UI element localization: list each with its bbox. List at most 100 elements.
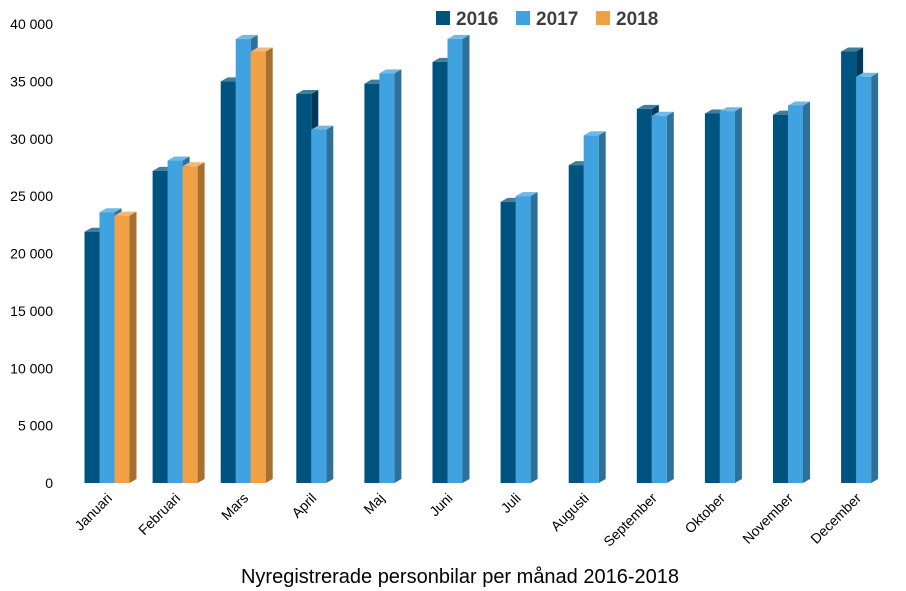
bar-front	[773, 114, 788, 483]
bar-front	[296, 93, 312, 483]
bar-front	[636, 108, 652, 483]
x-tick-label: Juli	[498, 490, 524, 516]
bar-top	[447, 34, 470, 39]
x-axis-title: Nyregistrerade personbilar per månad 201…	[241, 566, 679, 588]
bar-top	[788, 101, 810, 106]
bar-februari-2018	[182, 162, 205, 484]
bar-side	[394, 69, 402, 483]
bar-front	[583, 135, 599, 483]
bar-side	[462, 34, 470, 483]
x-tick-label: Februari	[135, 490, 183, 538]
bar-side	[666, 111, 674, 484]
bar-front	[841, 51, 857, 483]
y-tick-label: 0	[45, 475, 53, 491]
bar-front	[311, 129, 327, 483]
legend-item-2017: 2017	[516, 9, 578, 30]
bar-front	[500, 201, 516, 484]
y-tick-label: 10 000	[10, 360, 53, 376]
bar-top	[311, 125, 334, 130]
bar-top	[296, 89, 319, 94]
y-axis: 0 5 000 10 000 15 000 20 000 25 000 30 000 35 0…	[10, 16, 53, 491]
legend-item-2016: 2016	[436, 9, 498, 30]
bar-side	[129, 211, 137, 483]
bar-front	[99, 212, 115, 483]
x-tick-label: Oktober	[681, 490, 728, 537]
bar-side	[326, 125, 334, 483]
bar-front	[167, 160, 183, 484]
bar-top	[114, 211, 137, 216]
bar-top	[856, 72, 879, 77]
x-tick-label: December	[807, 490, 864, 547]
bar-front	[856, 76, 872, 483]
bar-juni-2017	[447, 34, 470, 483]
bar-group-mars	[220, 34, 273, 483]
bar-top	[250, 47, 273, 52]
bar-group-augusti	[568, 131, 606, 483]
y-tick-label: 15 000	[10, 303, 53, 319]
bar-januari-2018	[114, 211, 137, 483]
bar-side	[871, 72, 879, 483]
bar-top	[719, 107, 742, 112]
bar-group-juni	[432, 34, 470, 484]
bar-top	[636, 104, 659, 109]
bar-front	[447, 38, 463, 483]
y-tick-label: 30 000	[10, 131, 53, 147]
bar-side	[803, 101, 810, 483]
bar-group-november	[773, 101, 810, 483]
bar-november-2017	[788, 101, 810, 483]
bar-top	[235, 34, 258, 39]
bar-front	[719, 111, 735, 484]
bar-front	[515, 196, 531, 483]
x-axis: Januari Februari Mars April Maj Juni Juli Augus…	[71, 490, 864, 550]
legend-label: 2018	[616, 9, 658, 30]
bar-oktober-2017	[719, 107, 742, 484]
bar-front	[152, 170, 168, 483]
bar-group-oktober	[704, 107, 742, 484]
bar-front	[250, 51, 266, 483]
bar-side	[265, 47, 273, 483]
bar-top	[99, 208, 122, 213]
x-tick-label: November	[739, 490, 796, 547]
bar-group-maj	[364, 69, 402, 484]
bar-front	[432, 61, 448, 484]
legend-label: 2016	[456, 9, 498, 30]
x-tick-label: Mars	[218, 490, 251, 523]
bars	[84, 34, 879, 484]
bar-front	[114, 215, 130, 483]
bar-front	[704, 113, 720, 483]
x-tick-label: April	[288, 490, 319, 521]
bar-front	[788, 105, 803, 483]
bar-top	[651, 111, 674, 116]
bar-mars-2018	[250, 47, 273, 483]
y-tick-label: 40 000	[10, 16, 53, 32]
bar-front	[220, 81, 236, 483]
bar-front	[379, 73, 395, 483]
y-tick-label: 20 000	[10, 246, 53, 262]
bar-group-januari	[84, 208, 137, 483]
bar-april-2017	[311, 125, 334, 483]
bar-top	[515, 192, 538, 197]
bar-top	[379, 69, 402, 74]
x-tick-label: Juni	[426, 490, 455, 519]
x-tick-label: Januari	[71, 490, 115, 534]
bar-top	[841, 47, 864, 52]
y-tick-label: 35 000	[10, 73, 53, 89]
bar-september-2017	[651, 111, 674, 484]
bar-juli-2017	[515, 192, 538, 483]
legend: 2016 2017 2018	[436, 9, 658, 30]
bar-group-april	[296, 89, 334, 483]
bar-top	[583, 131, 606, 136]
bar-group-februari	[152, 156, 205, 484]
bar-front	[235, 38, 251, 483]
bar-augusti-2017	[583, 131, 606, 483]
bar-group-december	[841, 47, 879, 483]
legend-swatch	[516, 11, 530, 25]
bar-front	[568, 165, 584, 483]
bar-group-juli	[500, 192, 538, 484]
bar-front	[84, 231, 100, 483]
bar-side	[598, 131, 606, 483]
x-tick-label: September	[600, 490, 660, 550]
y-tick-label: 25 000	[10, 188, 53, 204]
